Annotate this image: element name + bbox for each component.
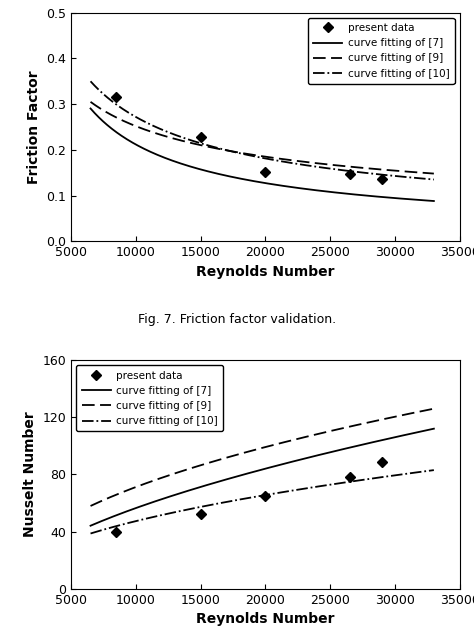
present data	[263, 168, 268, 175]
present data	[347, 473, 353, 481]
curve fitting of [9]	[253, 151, 258, 159]
present data	[198, 511, 203, 518]
Legend: present data, curve fitting of [7], curve fitting of [9], curve fitting of [10]: present data, curve fitting of [7], curv…	[308, 18, 455, 84]
curve fitting of [7]	[253, 467, 258, 475]
Line: curve fitting of [9]: curve fitting of [9]	[91, 409, 434, 506]
curve fitting of [7]	[431, 425, 437, 432]
curve fitting of [7]	[251, 177, 256, 185]
curve fitting of [10]	[253, 493, 258, 501]
curve fitting of [9]	[273, 441, 279, 448]
curve fitting of [10]	[251, 153, 256, 160]
Line: curve fitting of [7]: curve fitting of [7]	[91, 108, 434, 201]
curve fitting of [10]	[251, 493, 256, 501]
Line: curve fitting of [10]: curve fitting of [10]	[91, 81, 434, 180]
curve fitting of [10]	[292, 160, 298, 167]
curve fitting of [9]	[423, 169, 428, 177]
Line: present data: present data	[113, 458, 386, 536]
curve fitting of [10]	[88, 530, 93, 537]
Text: Fig. 7. Friction factor validation.: Fig. 7. Friction factor validation.	[138, 313, 336, 326]
present data	[379, 175, 385, 183]
curve fitting of [7]	[369, 439, 375, 446]
curve fitting of [7]	[88, 522, 93, 530]
curve fitting of [9]	[423, 406, 428, 414]
curve fitting of [10]	[369, 170, 375, 177]
curve fitting of [9]	[251, 446, 256, 454]
curve fitting of [10]	[292, 486, 298, 494]
curve fitting of [7]	[292, 457, 298, 465]
curve fitting of [7]	[253, 178, 258, 185]
Y-axis label: Nusselt Number: Nusselt Number	[23, 411, 37, 537]
curve fitting of [10]	[431, 176, 437, 184]
curve fitting of [9]	[273, 154, 279, 162]
curve fitting of [7]	[273, 181, 279, 189]
curve fitting of [10]	[423, 467, 428, 475]
present data	[114, 94, 119, 101]
curve fitting of [7]	[251, 468, 256, 475]
curve fitting of [10]	[431, 467, 437, 474]
curve fitting of [7]	[431, 197, 437, 205]
X-axis label: Reynolds Number: Reynolds Number	[196, 265, 335, 279]
curve fitting of [7]	[292, 184, 298, 191]
curve fitting of [7]	[273, 462, 279, 470]
curve fitting of [10]	[273, 156, 279, 164]
curve fitting of [9]	[88, 98, 93, 106]
present data	[263, 492, 268, 499]
curve fitting of [9]	[369, 165, 375, 173]
curve fitting of [10]	[273, 489, 279, 497]
curve fitting of [9]	[292, 436, 298, 443]
Line: curve fitting of [9]: curve fitting of [9]	[91, 102, 434, 173]
curve fitting of [7]	[423, 197, 428, 204]
curve fitting of [10]	[88, 77, 93, 85]
present data	[114, 528, 119, 536]
curve fitting of [9]	[292, 157, 298, 165]
curve fitting of [7]	[88, 104, 93, 112]
curve fitting of [10]	[423, 175, 428, 182]
present data	[379, 458, 385, 465]
curve fitting of [9]	[369, 418, 375, 425]
curve fitting of [10]	[369, 475, 375, 482]
Line: curve fitting of [7]: curve fitting of [7]	[91, 429, 434, 526]
curve fitting of [10]	[253, 153, 258, 160]
Line: curve fitting of [10]: curve fitting of [10]	[91, 470, 434, 534]
curve fitting of [9]	[251, 151, 256, 159]
Y-axis label: Friction Factor: Friction Factor	[27, 70, 41, 184]
curve fitting of [9]	[88, 502, 93, 510]
present data	[347, 170, 353, 178]
curve fitting of [9]	[431, 170, 437, 177]
Legend: present data, curve fitting of [7], curve fitting of [9], curve fitting of [10]: present data, curve fitting of [7], curv…	[76, 365, 223, 431]
present data	[198, 133, 203, 141]
curve fitting of [9]	[253, 446, 258, 453]
curve fitting of [7]	[423, 427, 428, 434]
X-axis label: Reynolds Number: Reynolds Number	[196, 612, 335, 626]
curve fitting of [9]	[431, 405, 437, 413]
Line: present data: present data	[113, 94, 386, 183]
curve fitting of [7]	[369, 192, 375, 200]
